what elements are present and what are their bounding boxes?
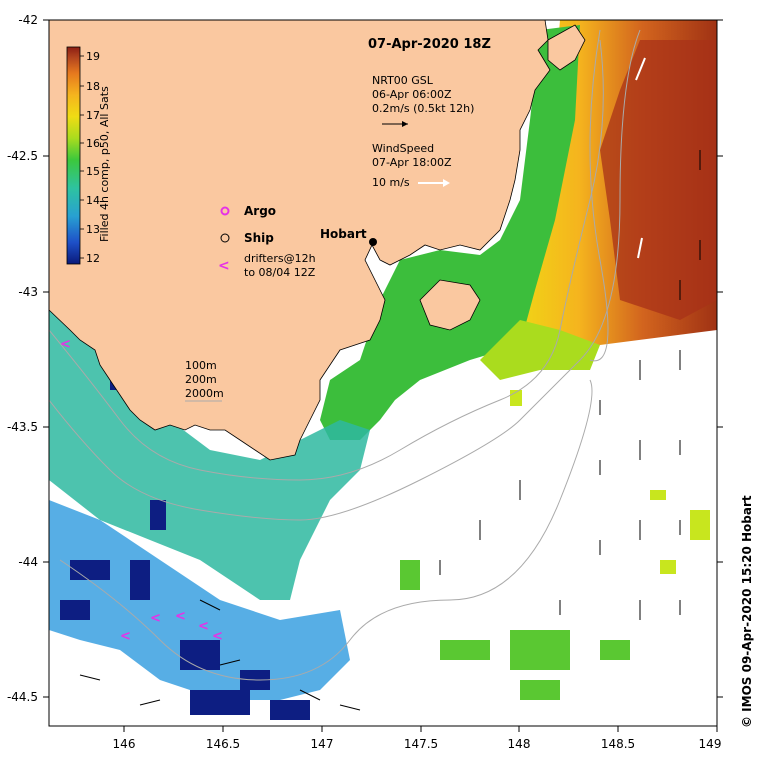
hobart-marker [369, 238, 377, 246]
current-scale-arrow [382, 121, 408, 127]
isobath-100m: 100m [185, 359, 217, 372]
wind-vectors [635, 57, 646, 259]
sst-transition-yellowgreen [480, 320, 600, 380]
colorbar-tick-label: 18 [86, 80, 100, 93]
wind-scale: 10 m/s [372, 176, 410, 189]
colorbar-tick-label: 19 [86, 50, 100, 63]
colorbar-title: Filled 4h comp, p50, All Sats [98, 86, 111, 242]
y-tick-label: -44.5 [7, 690, 38, 704]
ship-label: Ship [244, 231, 274, 245]
y-tick-label: -43 [18, 285, 38, 299]
y-axis-ticks [43, 19, 723, 698]
colorbar [66, 46, 81, 265]
current-time: 06-Apr 06:00Z [372, 88, 452, 101]
y-axis-labels: -42 -42.5 -43 -43.5 -44 -44.5 [7, 13, 38, 704]
current-scale: 0.2m/s (0.5kt 12h) [372, 102, 474, 115]
sst-warm-core [600, 40, 717, 320]
tasmania-land [49, 20, 551, 461]
drifter-time: to 08/04 12Z [244, 266, 316, 279]
x-tick-label: 148.5 [601, 737, 635, 751]
argo-symbol [220, 206, 230, 216]
y-tick-label: -42 [18, 13, 38, 27]
imos-credit: © IMOS 09-Apr-2020 15:20 Hobart [740, 495, 754, 728]
map-title: 07-Apr-2020 18Z [368, 37, 491, 52]
x-axis-labels: 146 146.5 147 147.5 148 148.5 149 [113, 737, 722, 751]
sst-green-cells [400, 560, 630, 700]
x-tick-label: 147 [311, 737, 334, 751]
colorbar-tick-label: 17 [86, 109, 100, 122]
plot-frame [48, 19, 718, 727]
colorbar-tick-label: 16 [86, 137, 100, 150]
x-tick-label: 146 [113, 737, 136, 751]
svg-text:<: < [175, 609, 186, 624]
maria-island [547, 24, 586, 71]
isobath-2000m: 2000m [185, 387, 224, 400]
drifter-symbol: < [218, 258, 230, 274]
sst-yellowgreen-cells [510, 390, 710, 574]
sst-teal-field [49, 300, 370, 600]
isobath-200m: 200m [185, 373, 217, 386]
x-tick-label: 147.5 [404, 737, 438, 751]
ship-symbol [220, 233, 230, 243]
svg-text:<: < [198, 619, 209, 634]
hobart-label: Hobart [320, 227, 367, 241]
current-vectors [79, 150, 701, 711]
sst-cold-cells [60, 370, 310, 720]
wind-label: WindSpeed [372, 142, 434, 155]
y-tick-label: -43.5 [7, 420, 38, 434]
wind-time: 07-Apr 18:00Z [372, 156, 452, 169]
y-tick-label: -42.5 [7, 149, 38, 163]
tasman-peninsula [419, 279, 481, 331]
x-tick-label: 148 [508, 737, 531, 751]
svg-text:<: < [212, 629, 223, 644]
wind-scale-arrow [418, 179, 450, 187]
svg-text:<: < [150, 611, 161, 626]
svg-text:<: < [120, 629, 131, 644]
x-tick-label: 146.5 [206, 737, 240, 751]
y-tick-label: -44 [18, 555, 38, 569]
plot-area: < < < < < < [49, 20, 717, 720]
colorbar-tick-label: 15 [86, 165, 100, 178]
colorbar-tick-label: 14 [86, 194, 100, 207]
x-tick-label: 149 [699, 737, 722, 751]
colorbar-tick-label: 12 [86, 252, 100, 265]
drifter-tracks: < < < < < < [60, 337, 223, 644]
colorbar-ticks [80, 55, 84, 259]
current-source: NRT00 GSL [372, 74, 434, 87]
drifter-label: drifters@12h [244, 252, 316, 265]
sst-blue-field [49, 500, 350, 700]
colorbar-tick-labels: 19 18 17 16 15 14 13 12 [86, 50, 100, 265]
argo-label: Argo [244, 204, 276, 218]
svg-text:<: < [60, 337, 71, 352]
isobath-lines [49, 29, 641, 681]
x-axis-ticks [123, 726, 718, 732]
colorbar-tick-label: 13 [86, 223, 100, 236]
